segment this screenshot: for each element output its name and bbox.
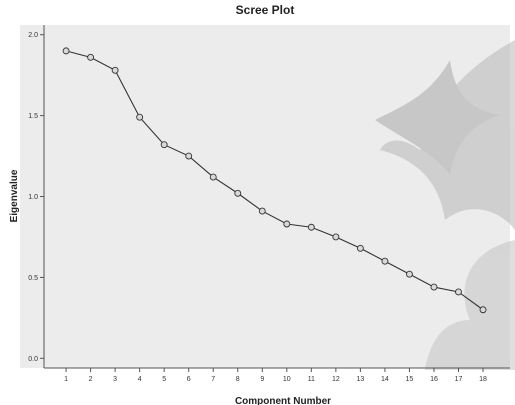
x-axis-label: Component Number (235, 396, 331, 405)
data-point (356, 244, 364, 252)
x-tick-label: 12 (332, 376, 340, 383)
data-point (136, 113, 144, 121)
data-point (209, 173, 217, 181)
data-point (479, 306, 487, 314)
x-tick-label: 3 (113, 376, 117, 383)
data-point (185, 152, 193, 160)
x-axis-ticks: 1 2 3 4 5 6 7 8 9 10 11 12 13 14 15 16 17 18 (64, 368, 487, 383)
chart-title: Scree Plot (236, 3, 295, 17)
x-tick-label: 2 (89, 376, 93, 383)
data-point (258, 207, 266, 215)
y-tick-label: 2.0 (28, 32, 38, 39)
x-tick-label: 17 (455, 376, 463, 383)
x-tick-label: 5 (162, 376, 166, 383)
y-tick-label: 1.5 (28, 113, 38, 120)
x-tick-label: 4 (138, 376, 142, 383)
data-point (307, 223, 315, 231)
x-tick-label: 14 (381, 376, 389, 383)
data-point (87, 53, 95, 61)
data-point (405, 270, 413, 278)
x-tick-label: 9 (260, 376, 264, 383)
data-point (62, 47, 70, 55)
data-point (381, 257, 389, 265)
data-point (234, 189, 242, 197)
y-tick-label: 1.0 (28, 194, 38, 201)
data-point (332, 233, 340, 241)
x-tick-label: 15 (406, 376, 414, 383)
x-tick-label: 16 (430, 376, 438, 383)
data-point (430, 283, 438, 291)
y-tick-label: 0.0 (28, 356, 38, 363)
x-tick-label: 10 (283, 376, 291, 383)
watermark-ornament-icon (375, 40, 515, 370)
y-axis-label: Eigenvalue (9, 169, 20, 222)
data-point (455, 288, 462, 296)
plot-area (20, 25, 510, 368)
y-axis-ticks: 0.0 0.5 1.0 1.5 2.0 (28, 32, 44, 363)
data-point (160, 141, 168, 149)
x-tick-label: 11 (308, 376, 315, 383)
x-tick-label: 18 (479, 376, 487, 383)
x-tick-label: 8 (236, 376, 240, 383)
x-tick-label: 6 (187, 376, 191, 383)
data-point (283, 220, 291, 228)
y-tick-label: 0.5 (28, 275, 38, 282)
x-tick-label: 7 (211, 376, 215, 383)
eigenvalue-line (65, 50, 484, 311)
eigenvalue-points (62, 47, 487, 314)
x-tick-label: 13 (356, 376, 364, 383)
x-tick-label: 1 (64, 376, 68, 383)
data-point (111, 66, 119, 74)
